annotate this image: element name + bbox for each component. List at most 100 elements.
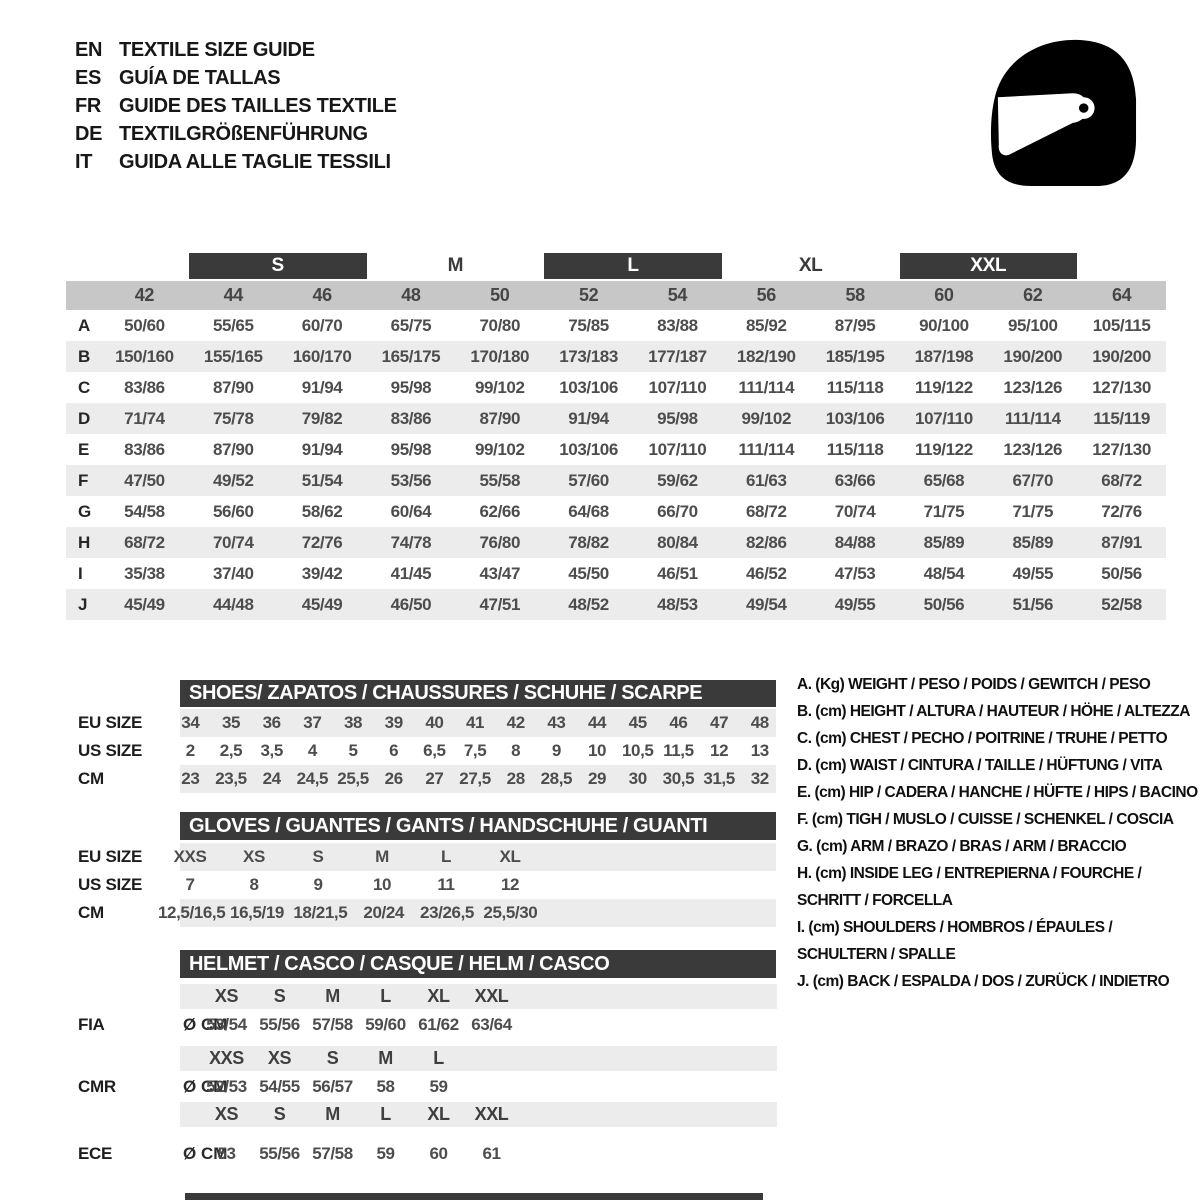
- helmet-size-label: L: [433, 1048, 444, 1068]
- size-value: 87/91: [1101, 532, 1142, 552]
- legend-entry-h: H. (cm) INSIDE LEG / ENTREPIERNA / FOURC…: [797, 860, 1193, 914]
- helmet-size-label: XS: [214, 986, 239, 1006]
- size-value: 91/94: [301, 439, 343, 459]
- helmet-size-label: XS: [267, 1048, 292, 1068]
- gloves-row-values: 12,5/16,5 16,5/19 18/21,5 20/24 23/26,5 25,5/…: [158, 899, 542, 927]
- size-value: 71/74: [124, 408, 165, 428]
- size-value: 71/75: [1012, 501, 1054, 521]
- gloves-value: 8: [249, 875, 259, 894]
- helmet-row-values: 53/54 55/56 57/58 59/60 61/62 63/64: [200, 1011, 518, 1038]
- measurement-row-b: B 150/160 155/165 160/170 165/175 170/180 173/…: [66, 341, 1166, 372]
- helmet-size-label: S: [273, 1104, 286, 1124]
- size-value: 37/40: [212, 563, 254, 583]
- helmet-value: 52/53: [206, 1076, 247, 1096]
- row-letter: E: [78, 439, 90, 459]
- standard-label-ece: ECE: [78, 1143, 113, 1163]
- measurement-row-h: H 68/72 70/74 72/76 74/78 76/80 78/82 80/84 82/8…: [66, 527, 1166, 558]
- row-letter: D: [78, 408, 91, 428]
- size-value: 53/56: [390, 470, 432, 490]
- language-row: FR GUIDE DES TAILLES TEXTILE: [75, 92, 397, 120]
- size-value: 103/106: [559, 377, 618, 397]
- measurement-row-a: A 50/60 55/65 60/70 65/75 70/80 75/85 83/88 85/9…: [66, 310, 1166, 341]
- size-value: 74/78: [390, 532, 432, 552]
- helmet-size-label: L: [380, 1104, 391, 1124]
- size-value: 75/85: [568, 315, 609, 335]
- gloves-value: M: [375, 847, 389, 866]
- helmet-size-band: [180, 1102, 777, 1127]
- size-value: 99/102: [474, 377, 525, 397]
- size-value: 87/90: [212, 377, 254, 397]
- language-code: EN: [75, 39, 103, 61]
- size-value: 48/52: [568, 594, 609, 614]
- shoes-value: 45: [628, 713, 648, 732]
- legend-entry-i: I. (cm) SHOULDERS / HOMBROS / ÉPAULES / S…: [797, 914, 1193, 968]
- legend-entry-e: E. (cm) HIP / CADERA / HANCHE / HÜFTE / …: [797, 779, 1198, 806]
- size-value: 48/53: [657, 594, 698, 614]
- size-value: 170/180: [470, 346, 530, 366]
- size-value: 72/76: [1101, 501, 1142, 521]
- language-row: EN TEXTILE SIZE GUIDE: [75, 36, 397, 64]
- size-value: 91/94: [301, 377, 343, 397]
- size-value: 87/90: [212, 439, 254, 459]
- gloves-value: 16,5/19: [230, 903, 284, 922]
- size-value: 85/89: [923, 532, 965, 552]
- shoes-value: 29: [588, 769, 607, 788]
- size-value: 160/170: [292, 346, 352, 366]
- standard-label-fia: FIA: [78, 1014, 105, 1034]
- shoes-title: SHOES/ ZAPATOS / CHAUSSURES / SCHUHE / S…: [189, 682, 703, 704]
- gloves-value: XS: [243, 847, 265, 866]
- helmet-header-bar: HELMET / CASCO / CASQUE / HELM / CASCO: [180, 950, 776, 978]
- size-value: 95/98: [657, 408, 698, 428]
- gloves-value: 23/26,5: [420, 903, 474, 922]
- language-row: DE TEXTILGRÖßENFÜHRUNG: [75, 120, 397, 148]
- size-value: 185/195: [825, 346, 885, 366]
- diameter-unit-label: Ø CM: [183, 1014, 228, 1034]
- size-value: 177/187: [648, 346, 707, 366]
- size-value: 71/75: [923, 501, 965, 521]
- size-value: 47/51: [479, 594, 521, 614]
- size-value: 80/84: [657, 532, 698, 552]
- row-letter: F: [78, 470, 89, 490]
- size-value: 155/165: [203, 346, 263, 366]
- size-value: 127/130: [1092, 439, 1151, 459]
- language-row: IT GUIDA ALLE TAGLIE TESSILI: [75, 148, 397, 176]
- shoes-row-band: [180, 765, 776, 793]
- helmet-size-label: M: [378, 1048, 393, 1068]
- size-value: 87/95: [834, 315, 876, 335]
- legend-entry-a: A. (Kg) WEIGHT / PESO / POIDS / GEWITCH …: [797, 671, 1193, 698]
- size-value: 49/54: [745, 594, 787, 614]
- measurement-legend: A. (Kg) WEIGHT / PESO / POIDS / GEWITCH …: [797, 671, 1198, 995]
- size-value: 35/38: [124, 563, 165, 583]
- standard-label-cmr: CMR: [78, 1076, 116, 1096]
- size-value: 47/50: [124, 470, 165, 490]
- gloves-value: L: [441, 847, 451, 866]
- legend-entry-b: B. (cm) HEIGHT / ALTURA / HAUTEUR / HÖHE…: [797, 698, 1193, 725]
- size-value: 46/50: [390, 594, 432, 614]
- helmet-size-label: S: [326, 1048, 339, 1068]
- size-value: 62/66: [479, 501, 521, 521]
- shoes-value: 30: [628, 769, 648, 788]
- helmet-size-label: XXL: [474, 1104, 509, 1124]
- helmet-value: 53: [217, 1143, 236, 1163]
- size-value: 56/60: [212, 501, 254, 521]
- shoes-value: 13: [750, 741, 770, 760]
- shoes-value: 11,5: [663, 741, 694, 760]
- size-value: 190/200: [1003, 346, 1063, 366]
- gloves-row-band: [180, 843, 776, 871]
- shoes-value: 7,5: [463, 741, 487, 760]
- size-value: 50/60: [124, 315, 165, 335]
- shoes-value: 25,5: [337, 769, 369, 788]
- legend-line: SCHRITT / FORCELLA: [797, 892, 953, 909]
- size-value: 64/68: [568, 501, 609, 521]
- size-value: 49/55: [1012, 563, 1054, 583]
- size-value: 43/47: [479, 563, 521, 583]
- gloves-row-header-cm: CM: [78, 903, 104, 922]
- size-value: 50/56: [923, 594, 965, 614]
- size-value: 111/114: [1004, 408, 1061, 428]
- helmet-size-label: XXL: [474, 986, 509, 1006]
- row-letter: C: [78, 377, 91, 397]
- gloves-title: GLOVES / GUANTES / GANTS / HANDSCHUHE / …: [189, 814, 708, 837]
